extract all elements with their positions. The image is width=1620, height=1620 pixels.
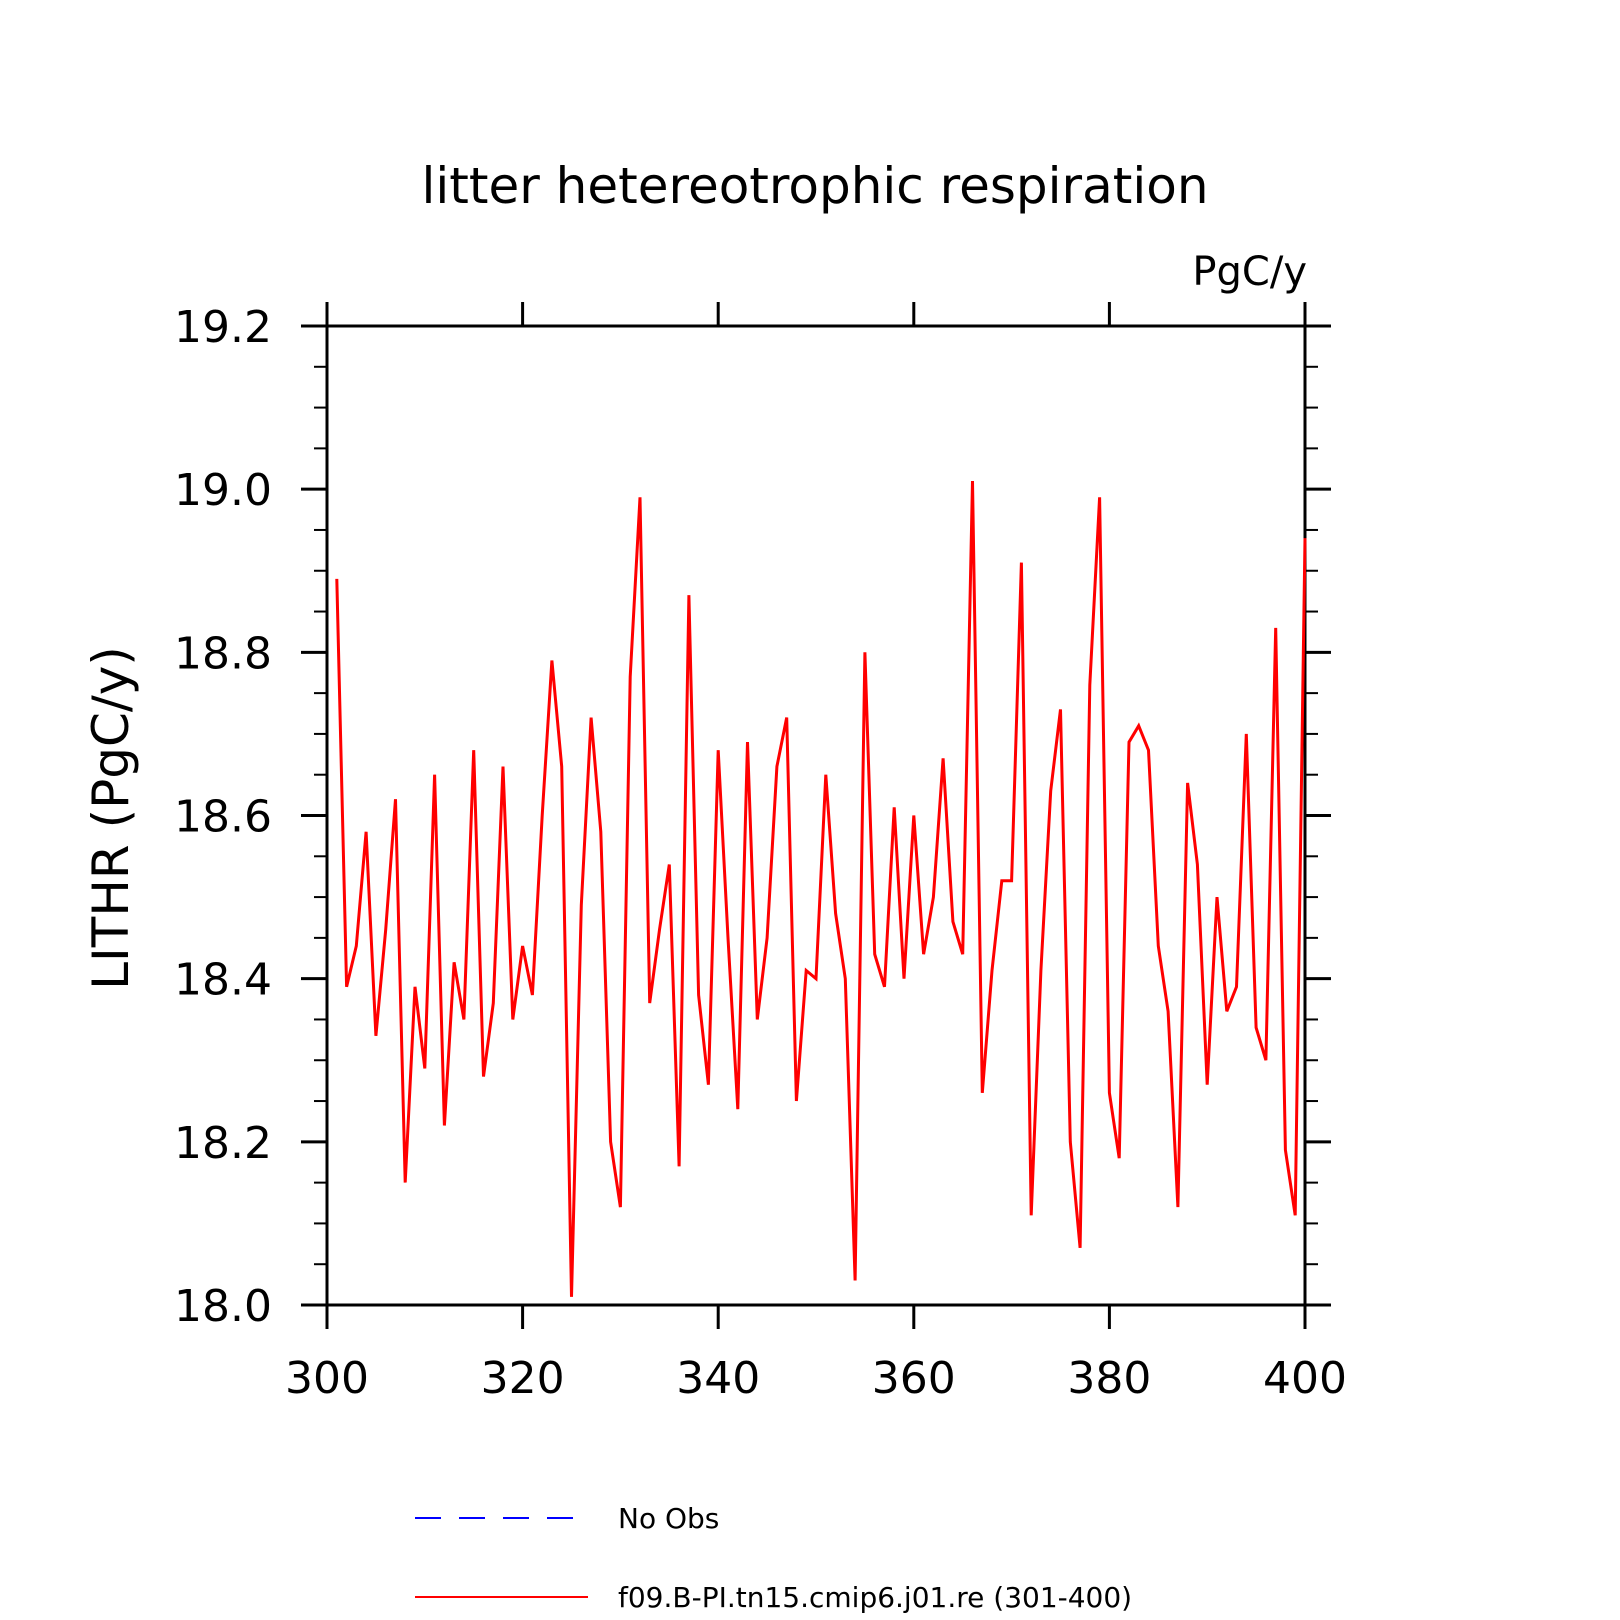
legend-label-model-run: f09.B-PI.tn15.cmip6.j01.re (301-400) <box>618 1581 1132 1614</box>
axis-tick-labels: 300 320 340 360 380 400 18.0 18.2 18.4 18.6 18.8 19… <box>174 302 1347 1404</box>
x-tick-label: 320 <box>481 1353 565 1404</box>
units-label: PgC/y <box>1192 249 1307 295</box>
legend-label-no-obs: No Obs <box>618 1502 719 1535</box>
x-tick-label: 380 <box>1067 1353 1151 1404</box>
y-tick-label: 19.2 <box>174 302 272 353</box>
x-tick-label: 340 <box>676 1353 760 1404</box>
y-tick-label: 18.2 <box>174 1118 272 1169</box>
chart-title: litter hetereotrophic respiration <box>421 157 1208 215</box>
y-tick-label: 19.0 <box>174 465 272 516</box>
x-tick-label: 300 <box>285 1353 369 1404</box>
plot-frame <box>325 324 1307 1307</box>
x-tick-label: 400 <box>1263 1353 1347 1404</box>
y-tick-label: 18.0 <box>174 1281 272 1332</box>
y-tick-label: 18.4 <box>174 955 272 1006</box>
y-tick-label: 18.8 <box>174 628 272 679</box>
y-axis-label: LITHR (PgC/y) <box>82 646 140 990</box>
series-layer <box>335 480 1307 1297</box>
axis-ticks <box>301 302 1331 1329</box>
x-tick-label: 360 <box>872 1353 956 1404</box>
series-line <box>335 480 1307 1297</box>
legend: No Obs f09.B-PI.tn15.cmip6.j01.re (301-4… <box>415 1502 1132 1614</box>
y-tick-label: 18.6 <box>174 792 272 843</box>
